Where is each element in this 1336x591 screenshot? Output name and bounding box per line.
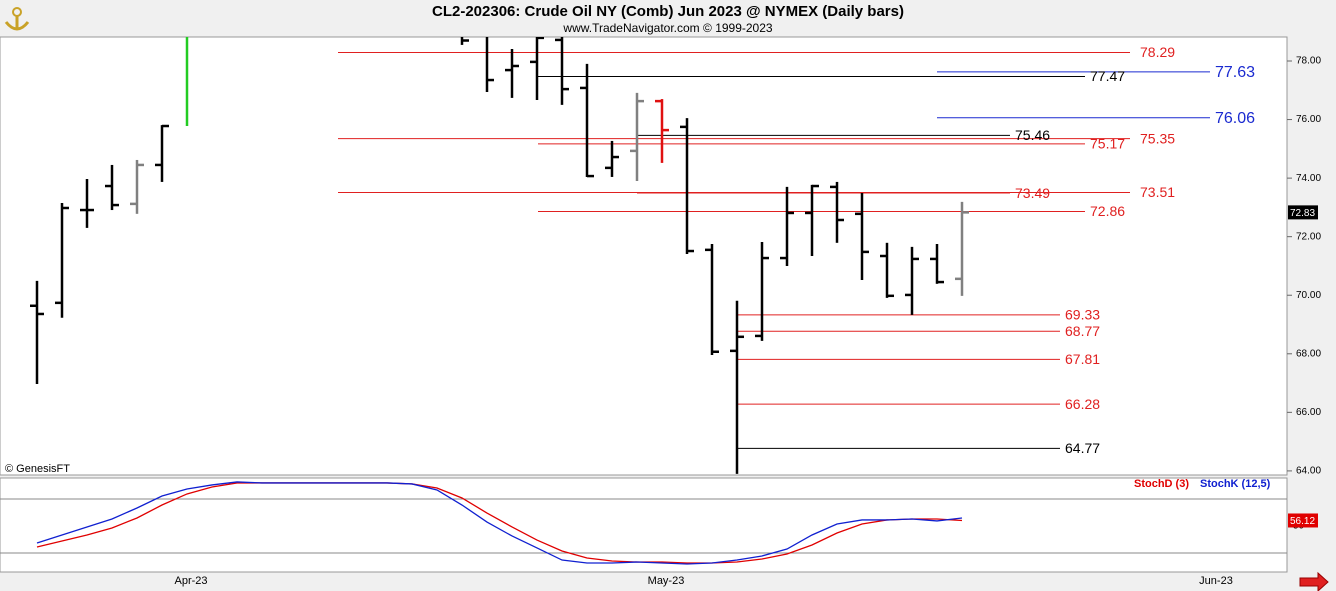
level-label: 66.28 (1065, 396, 1100, 412)
legend-entry: StochK (12,5) (1200, 478, 1271, 490)
stoch-plot (0, 481, 1287, 565)
y-tick-label: 70.00 (1296, 290, 1321, 301)
last-price-label: 72.83 (1290, 208, 1315, 219)
y-tick-label: 68.00 (1296, 348, 1321, 359)
price-plot (30, 37, 1210, 474)
level-label: 73.49 (1015, 185, 1050, 201)
y-tick-label: 64.00 (1296, 466, 1321, 477)
level-label: 72.86 (1090, 203, 1125, 219)
level-label: 73.51 (1140, 184, 1175, 200)
y-tick-label: 78.00 (1296, 56, 1321, 67)
level-label: 64.77 (1065, 440, 1100, 456)
y-tick-label: 74.00 (1296, 173, 1321, 184)
level-label: 76.06 (1215, 110, 1255, 127)
level-label: 68.77 (1065, 323, 1100, 339)
level-label: 75.35 (1140, 130, 1175, 146)
level-label: 67.81 (1065, 351, 1100, 367)
level-label: 69.33 (1065, 307, 1100, 323)
price-pane (0, 36, 1288, 476)
last-price-box (1288, 205, 1318, 220)
x-tick-label: May-23 (648, 575, 685, 587)
last-value-box (1288, 513, 1318, 528)
chart-title: CL2-202306: Crude Oil NY (Comb) Jun 2023… (432, 3, 904, 20)
level-label: 78.29 (1140, 44, 1175, 60)
stoch-line (36, 482, 963, 564)
y-tick-label: 76.00 (1296, 114, 1321, 125)
overlay: 64.00 66.00 68.00 70.00 72.00 74.00 76.00 78.00… (174, 44, 1321, 587)
logo (4, 7, 30, 31)
level-label: 75.46 (1015, 127, 1050, 143)
last-value-label: 56.12 (1290, 516, 1315, 527)
level-label: 77.47 (1090, 68, 1125, 84)
x-tick-label: Jun-23 (1199, 575, 1233, 587)
level-label: 75.17 (1090, 136, 1125, 152)
y-tick-label: 66.00 (1296, 407, 1321, 418)
x-tick-label: Apr-23 (174, 575, 207, 587)
annotation: © GenesisFT (5, 463, 70, 475)
y-tick-label: 72.00 (1296, 231, 1321, 242)
scroll-arrow[interactable] (1299, 571, 1329, 591)
legend-entry: StochD (3) (1134, 478, 1189, 490)
chart-subtitle: www.TradeNavigator.com © 1999-2023 (562, 21, 772, 35)
stoch-pane (0, 477, 1288, 573)
level-label: 77.63 (1215, 64, 1255, 81)
stoch-line (36, 481, 963, 565)
